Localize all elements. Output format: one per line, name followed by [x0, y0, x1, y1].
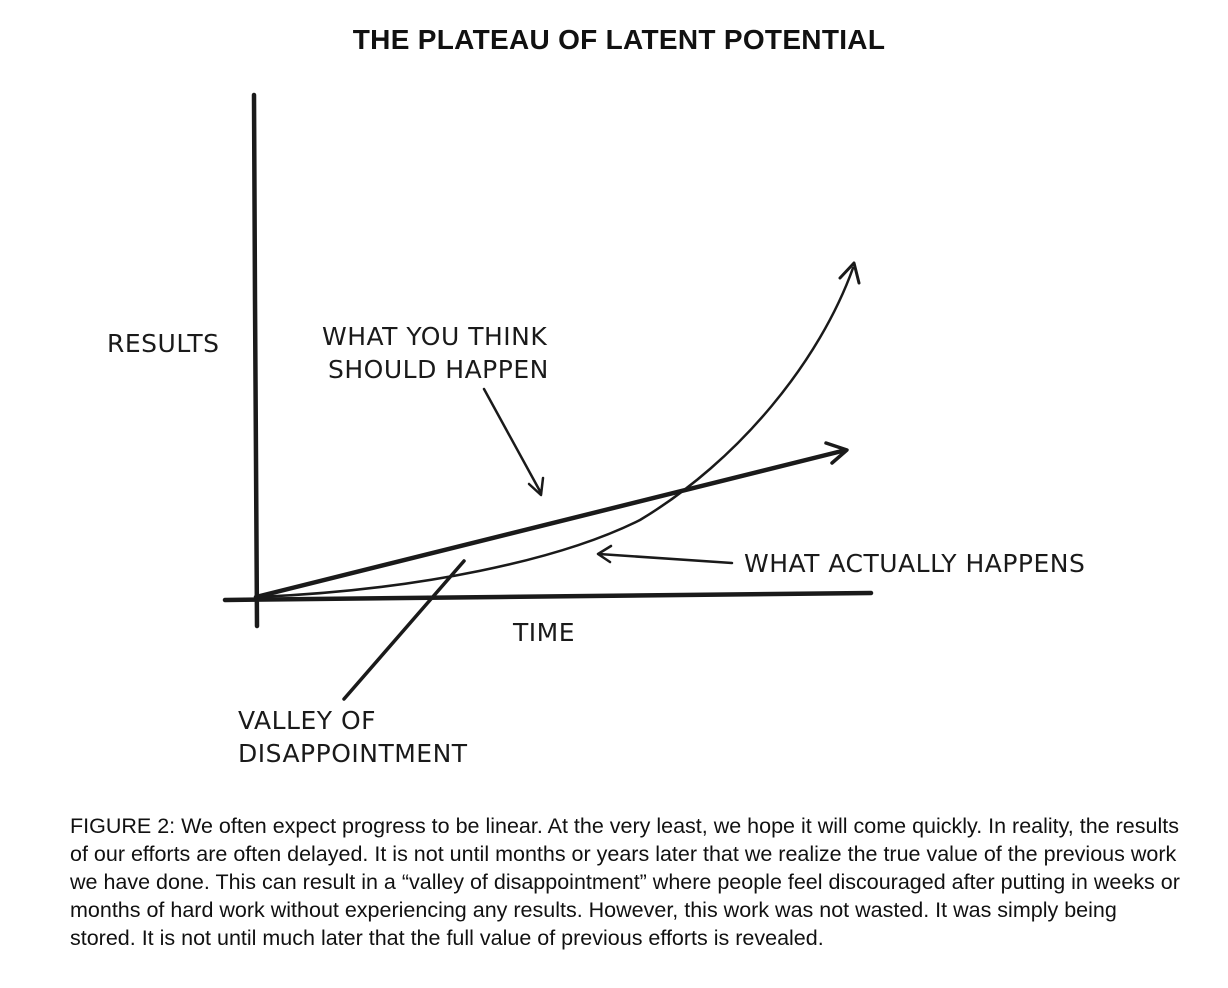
expected-label-pointer — [482, 387, 543, 495]
expected-line-arrowhead — [824, 441, 849, 465]
diagram-title: THE PLATEAU OF LATENT POTENTIAL — [352, 24, 886, 55]
actual-label: WHAT ACTUALLY HAPPENS — [744, 549, 1085, 578]
expected-label-line-2: SHOULD HAPPEN — [328, 355, 549, 384]
actual-pointer-arrowhead — [596, 544, 613, 564]
x-axis-label: TIME — [512, 618, 575, 647]
figure-caption: FIGURE 2: We often expect progress to be… — [70, 814, 1180, 950]
expected-pointer-arrowhead — [527, 476, 545, 497]
expected-progress-line — [253, 448, 845, 600]
actual-curve-arrowhead — [838, 261, 861, 285]
x-axis — [222, 590, 874, 603]
expected-label-line-1: WHAT YOU THINK — [322, 322, 547, 351]
valley-pointer-line — [342, 559, 466, 701]
actual-label-pointer — [597, 552, 734, 565]
valley-label-line-1: VALLEY OF — [238, 706, 376, 735]
actual-progress-curve — [256, 266, 855, 599]
y-axis — [251, 92, 260, 629]
valley-label-line-2: DISAPPOINTMENT — [238, 739, 468, 768]
y-axis-label: RESULTS — [107, 329, 219, 358]
